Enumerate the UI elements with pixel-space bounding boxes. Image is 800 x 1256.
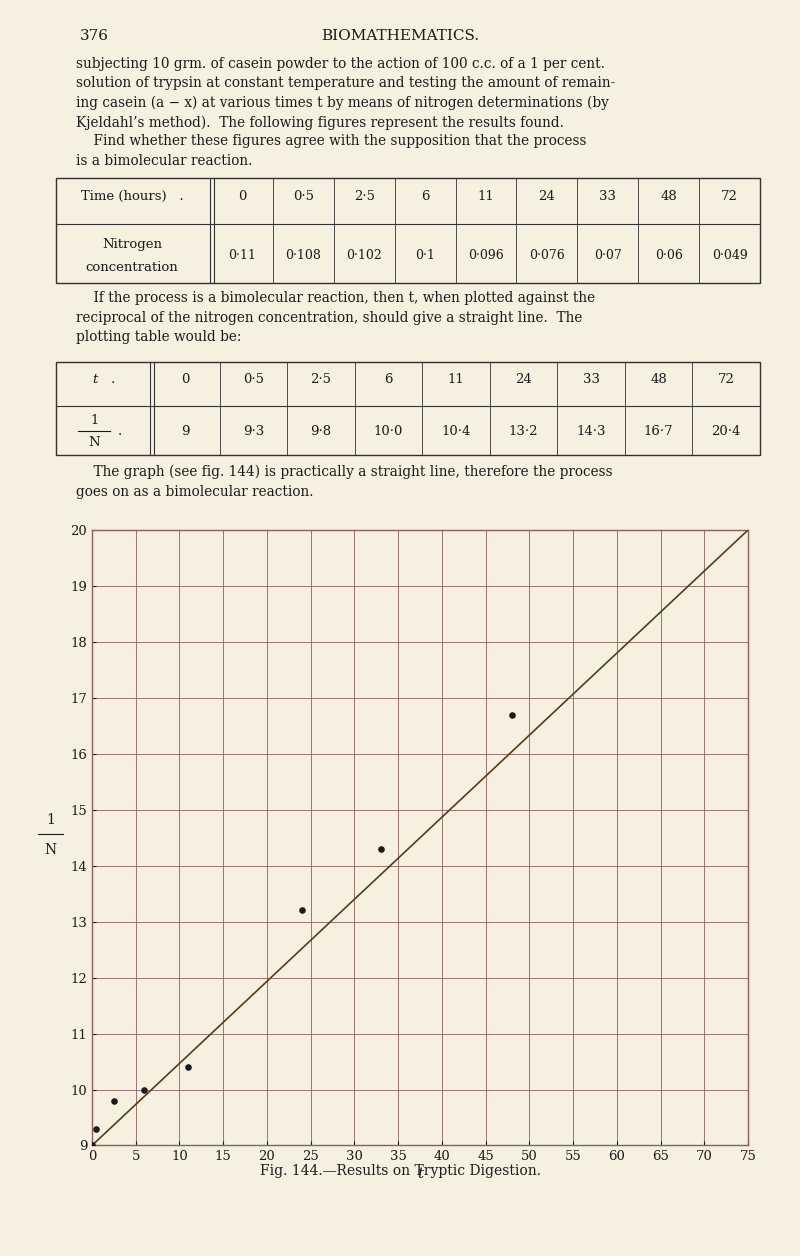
Point xyxy=(107,1090,120,1110)
Text: 0·108: 0·108 xyxy=(286,250,322,263)
Text: 1: 1 xyxy=(90,413,98,427)
Text: 14·3: 14·3 xyxy=(576,425,606,438)
Point xyxy=(374,839,387,859)
Point xyxy=(295,901,308,921)
Text: Find whether these figures agree with the supposition that the process
is a bimo: Find whether these figures agree with th… xyxy=(76,134,586,168)
Bar xyxy=(56,362,760,455)
Text: 33: 33 xyxy=(599,190,616,202)
Text: 24: 24 xyxy=(538,190,555,202)
Text: 72: 72 xyxy=(721,190,738,202)
Text: 0·11: 0·11 xyxy=(229,250,256,263)
Text: 0·049: 0·049 xyxy=(712,250,747,263)
Text: 0·5: 0·5 xyxy=(243,373,264,387)
Point xyxy=(138,1079,151,1099)
Text: subjecting 10 grm. of casein powder to the action of 100 c.c. of a 1 per cent.
s: subjecting 10 grm. of casein powder to t… xyxy=(76,57,615,131)
Text: 48: 48 xyxy=(650,373,667,387)
Text: 0·5: 0·5 xyxy=(293,190,314,202)
Text: 0·07: 0·07 xyxy=(594,250,622,263)
Text: 0·096: 0·096 xyxy=(468,250,504,263)
Text: N: N xyxy=(44,843,57,858)
Text: N: N xyxy=(89,436,100,450)
Text: .: . xyxy=(118,425,122,438)
Text: 1: 1 xyxy=(46,813,55,828)
Text: concentration: concentration xyxy=(86,261,178,274)
Text: Fig. 144.—Results on Tryptic Digestion.: Fig. 144.—Results on Tryptic Digestion. xyxy=(259,1164,541,1178)
Text: 9·3: 9·3 xyxy=(242,425,264,438)
Text: BIOMATHEMATICS.: BIOMATHEMATICS. xyxy=(321,29,479,43)
Text: t   .: t . xyxy=(93,373,115,387)
Point xyxy=(86,1135,98,1156)
Text: Nitrogen: Nitrogen xyxy=(102,239,162,251)
Text: 20·4: 20·4 xyxy=(711,425,741,438)
Text: 11: 11 xyxy=(478,190,494,202)
Text: 13·2: 13·2 xyxy=(509,425,538,438)
Point xyxy=(182,1058,194,1078)
Text: 48: 48 xyxy=(660,190,677,202)
Point xyxy=(715,497,728,517)
Text: 0·102: 0·102 xyxy=(346,250,382,263)
Text: 6: 6 xyxy=(421,190,430,202)
Text: 24: 24 xyxy=(515,373,532,387)
Text: 9·8: 9·8 xyxy=(310,425,331,438)
Text: 10·0: 10·0 xyxy=(374,425,403,438)
Text: 72: 72 xyxy=(718,373,734,387)
Text: If the process is a bimolecular reaction, then t, when plotted against the
recip: If the process is a bimolecular reaction… xyxy=(76,291,595,344)
Text: 10·4: 10·4 xyxy=(442,425,470,438)
Point xyxy=(90,1119,102,1139)
Text: 9: 9 xyxy=(182,425,190,438)
Text: 6: 6 xyxy=(384,373,393,387)
Text: 2·5: 2·5 xyxy=(310,373,331,387)
Text: 33: 33 xyxy=(582,373,600,387)
Text: 376: 376 xyxy=(80,29,109,43)
Text: 0·076: 0·076 xyxy=(529,250,565,263)
Text: 2·5: 2·5 xyxy=(354,190,374,202)
Text: Time (hours)   .: Time (hours) . xyxy=(81,190,183,202)
Bar xyxy=(56,178,760,283)
X-axis label: t: t xyxy=(417,1168,423,1182)
Text: 0: 0 xyxy=(182,373,190,387)
Text: The graph (see fig. 144) is practically a straight line, therefore the process
g: The graph (see fig. 144) is practically … xyxy=(76,465,613,499)
Point xyxy=(506,705,518,725)
Text: 0·1: 0·1 xyxy=(415,250,435,263)
Text: 11: 11 xyxy=(448,373,464,387)
Text: 16·7: 16·7 xyxy=(644,425,674,438)
Text: 0: 0 xyxy=(238,190,246,202)
Text: 0·06: 0·06 xyxy=(654,250,682,263)
